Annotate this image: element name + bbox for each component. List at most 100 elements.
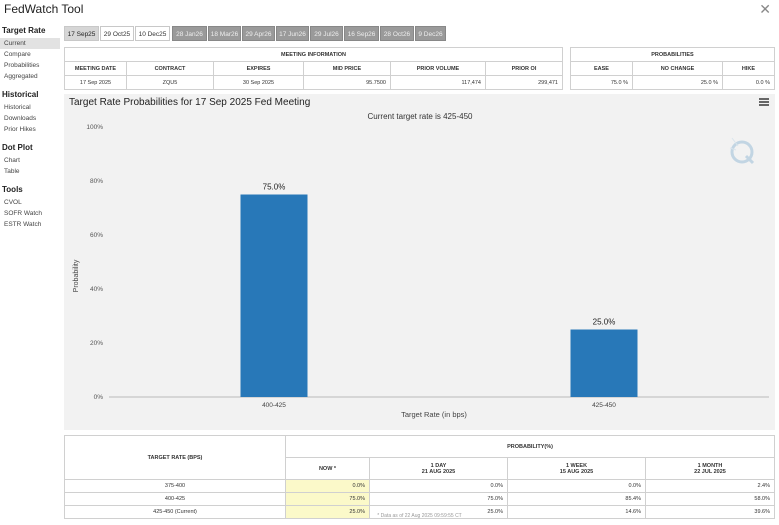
sidebar-item-downloads[interactable]: Downloads [4,115,37,122]
prior-volume-value: 117,474 [390,75,486,90]
sidebar: Target Rate Current Compare Probabilitie… [0,24,60,236]
probability-history-table: TARGET RATE (BPS) PROBABILITY(%) NOW * 1… [64,435,775,519]
sidebar-item-estr-watch[interactable]: ESTR Watch [4,221,42,228]
tab-meeting[interactable]: 10 Dec25 [135,26,170,41]
chart-subtitle: Current target rate is 425-450 [368,112,473,121]
one-month-header: 1 MONTH 22 JUL 2025 [645,457,775,480]
sidebar-section-dot-plot: Dot Plot Chart Table [0,141,60,177]
mid-price-value: 95.7500 [303,75,391,90]
tab-meeting[interactable]: 16 Sep26 [344,26,379,41]
now-cell: 25.0% [285,505,370,519]
column-header: EASE [570,61,633,76]
one-day-cell: 75.0% [369,492,508,506]
column-header: HIKE [722,61,775,76]
one-month-cell: 2.4% [645,479,775,493]
column-date: 22 JUL 2025 [694,468,726,475]
one-day-cell: 0.0% [369,479,508,493]
sidebar-item-cvol[interactable]: CVOL [4,199,22,206]
now-cell: 75.0% [285,492,370,506]
y-axis: 0% 20% 40% 60% 80% 100% [86,124,769,401]
column-title: 1 WEEK [565,462,588,469]
column-header: PRIOR VOLUME [390,61,486,76]
probabilities-table: PROBABILITIES EASE NO CHANGE HIKE 75.0 %… [570,47,775,90]
probability-group-header: PROBABILITY(%) [285,435,775,458]
column-header: CONTRACT [126,61,214,76]
sidebar-item-chart[interactable]: Chart [4,157,20,164]
one-day-cell: 25.0% [369,505,508,519]
one-month-cell: 58.0% [645,492,775,506]
tab-meeting[interactable]: 18 Mar26 [208,26,241,41]
y-tick-label: 40% [90,286,103,293]
table-row: 375-400 0.0% 0.0% 0.0% 2.4% [64,479,775,493]
data-label: 25.0% [593,318,616,327]
sidebar-heading: Historical [2,90,39,99]
x-tick-label: 425-450 [592,402,616,409]
contract-value: ZQU5 [126,75,214,90]
chart-panel: Target Rate Probabilities for 17 Sep 202… [64,94,775,430]
chart-title: Target Rate Probabilities for 17 Sep 202… [69,97,311,108]
data-label: 75.0% [263,183,286,192]
rate-cell: 375-400 [64,479,286,493]
one-week-cell: 85.4% [507,492,646,506]
bar-400-425[interactable] [240,194,308,398]
x-axis-label: Target Rate (in bps) [401,410,467,419]
column-date: 15 AUG 2025 [559,468,594,475]
data-timestamp-footnote: * Data as of 22 Aug 2025 09:59:55 CT [377,513,462,519]
y-tick-label: 80% [90,178,103,185]
sidebar-section-tools: Tools CVOL SOFR Watch ESTR Watch [0,183,60,230]
bar-chart: Current target rate is 425-450 Probabili… [73,112,769,419]
sidebar-heading: Dot Plot [2,143,33,152]
sidebar-item-probabilities[interactable]: Probabilities [4,62,40,69]
column-title: 1 DAY [430,462,447,469]
target-rate-header: TARGET RATE (BPS) [64,435,286,480]
meeting-info-title: MEETING INFORMATION [64,47,563,62]
meeting-date-value: 17 Sep 2025 [64,75,127,90]
column-header: MEETING DATE [64,61,127,76]
one-week-cell: 0.0% [507,479,646,493]
tab-meeting[interactable]: 17 Sep25 [64,26,99,41]
probabilities-title: PROBABILITIES [570,47,775,62]
sidebar-section-target-rate: Target Rate Current Compare Probabilitie… [0,24,60,82]
ease-value: 75.0 % [570,75,633,90]
column-title: 1 MONTH [697,462,723,469]
expires-value: 30 Sep 2025 [213,75,304,90]
table-row: 400-425 75.0% 75.0% 85.4% 58.0% [64,492,775,506]
no-change-value: 25.0 % [632,75,723,90]
sidebar-item-current[interactable]: Current [0,38,60,49]
close-icon[interactable]: ✕ [759,1,771,17]
tab-meeting[interactable]: 29 Apr26 [242,26,275,41]
tab-meeting[interactable]: 17 Jun26 [276,26,309,41]
app-title: FedWatch Tool [4,2,84,16]
now-cell: 0.0% [285,479,370,493]
tab-meeting[interactable]: 29 Oct25 [100,26,134,41]
bars: 75.0% 400-425 25.0% 425-450 [240,183,638,409]
column-header: MID PRICE [303,61,391,76]
sidebar-item-sofr-watch[interactable]: SOFR Watch [4,210,43,217]
prior-oi-value: 299,471 [485,75,563,90]
y-tick-label: 60% [90,232,103,239]
sidebar-item-historical[interactable]: Historical [4,104,31,111]
sidebar-item-aggregated[interactable]: Aggregated [4,73,38,80]
tab-meeting[interactable]: 28 Jan26 [172,26,207,41]
y-tick-label: 100% [86,124,103,131]
q-logo-icon [729,137,755,165]
now-header: NOW * [285,457,370,480]
x-tick-label: 400-425 [262,402,286,409]
tab-meeting[interactable]: 9 Dec26 [415,26,446,41]
sidebar-section-historical: Historical Historical Downloads Prior Hi… [0,88,60,135]
sidebar-item-table[interactable]: Table [4,168,20,175]
sidebar-item-prior-hikes[interactable]: Prior Hikes [4,126,36,133]
tab-meeting[interactable]: 28 Oct26 [380,26,414,41]
tab-meeting[interactable]: 29 Jul26 [310,26,343,41]
sidebar-heading: Target Rate [2,26,46,35]
sidebar-heading: Tools [2,185,23,194]
column-header: PRIOR OI [485,61,563,76]
bar-425-450[interactable] [570,329,638,398]
hamburger-menu-icon[interactable] [759,98,769,106]
rate-cell: 400-425 [64,492,286,506]
column-date: 21 AUG 2025 [421,468,456,475]
y-tick-label: 20% [90,340,103,347]
table-row: 425-450 (Current) 25.0% 25.0% 14.6% 39.6… [64,505,775,519]
title-bar: FedWatch Tool ✕ [0,0,779,20]
sidebar-item-compare[interactable]: Compare [4,51,31,58]
